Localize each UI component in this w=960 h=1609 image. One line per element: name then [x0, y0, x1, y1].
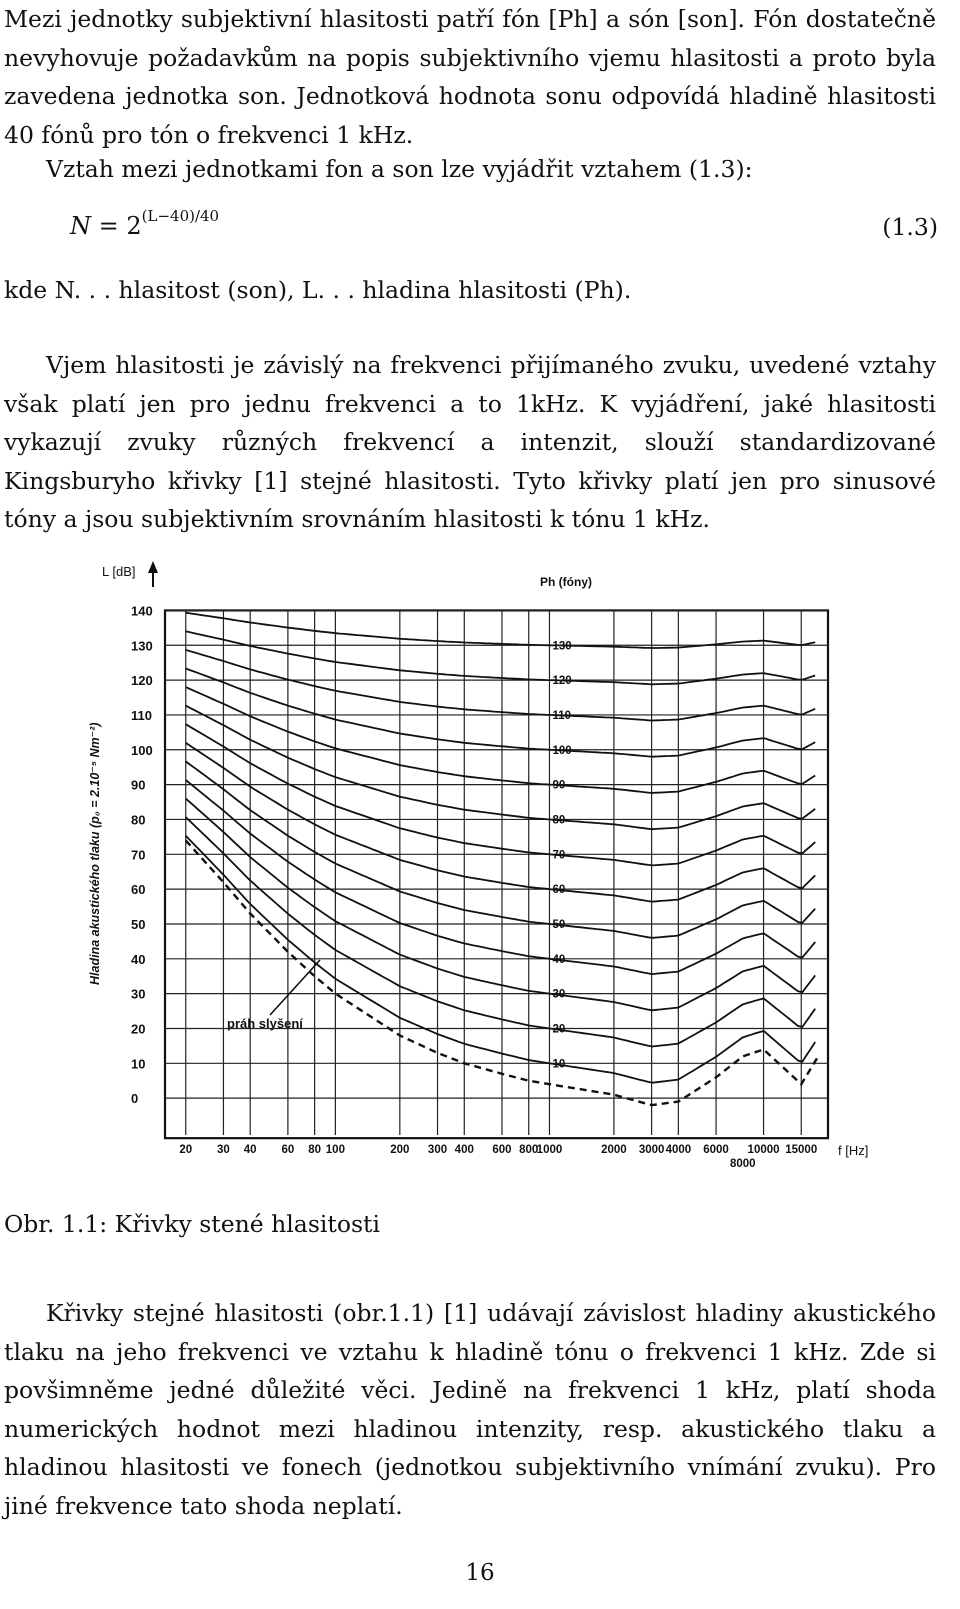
equation-number: (1.3) — [882, 213, 938, 241]
equal-loudness-chart: 0 10 20 30 40 50 60 70 80 90 100 110 120 130 140 20 30 4… — [88, 561, 868, 1170]
loudness-curve — [185, 797, 816, 1012]
y-tick-label: 110 — [131, 708, 152, 723]
equation-base: = 2 — [91, 212, 142, 240]
x-tick-label: 4000 — [666, 1144, 692, 1156]
paragraph-perception: Vjem hlasitosti je závislý na frekvenci … — [4, 351, 936, 533]
loudness-curve — [185, 742, 816, 903]
y-tick-label: 130 — [131, 638, 153, 653]
curve-label: 70 — [552, 849, 565, 861]
y-axis-title: Hladina akustického tlaku (p₀ = 2.10⁻⁵ N… — [88, 722, 102, 985]
figure-caption: Obr. 1.1: Křivky stené hlasitosti — [4, 1210, 380, 1238]
chart-grid — [163, 609, 830, 1140]
page-number: 16 — [465, 1560, 495, 1586]
x-tick-label: 60 — [281, 1144, 294, 1156]
loudness-curve — [185, 667, 816, 758]
loudness-curve — [185, 816, 816, 1048]
x-tick-label: 6000 — [703, 1144, 729, 1156]
curve-label: 30 — [552, 989, 565, 1001]
curve-label: 10 — [552, 1058, 565, 1070]
equation-exponent: (L−40)/40 — [141, 207, 220, 225]
y-tick-label: 50 — [131, 917, 145, 932]
loudness-curve — [185, 630, 816, 686]
x-tick-label: 10000 — [748, 1144, 780, 1156]
loudness-curve — [185, 835, 816, 1084]
x-tick-label: 400 — [455, 1144, 474, 1156]
curve-label: 110 — [552, 710, 571, 722]
paragraph-where: kde N. . . hlasitost (son), L. . . hladi… — [4, 276, 632, 304]
y-tick-label: 120 — [131, 673, 153, 688]
equation-lhs: N — [70, 212, 91, 240]
curve-label-title: Ph (fóny) — [540, 575, 592, 589]
loudness-curve — [185, 686, 816, 794]
x-tick-label: 200 — [390, 1144, 409, 1156]
curve-label: 120 — [552, 675, 571, 687]
y-tick-label: 90 — [131, 778, 145, 793]
curve-label: 100 — [552, 745, 571, 757]
plot-frame — [163, 609, 830, 1140]
threshold-label: práh slyšení — [227, 1016, 303, 1031]
curve-label: 50 — [552, 919, 565, 931]
hearing-threshold-curve — [184, 839, 820, 1107]
y-axis-arrowhead — [148, 561, 158, 573]
paragraph-relation: Vztah mezi jednotkami fon a son lze vyjá… — [46, 155, 753, 183]
y-axis-unit-label: L [dB] — [102, 564, 135, 579]
y-tick-label: 40 — [131, 952, 145, 967]
x-tick-label: 15000 — [785, 1144, 817, 1156]
loudness-curve — [185, 649, 816, 722]
x-tick-label: 3000 — [639, 1144, 665, 1156]
loudness-curve — [185, 611, 816, 649]
x-tick-label: 2000 — [601, 1144, 627, 1156]
curve-label: 40 — [552, 954, 565, 966]
equation-1-3: N = 2(L−40)/40 — [70, 207, 219, 240]
loudness-curve — [185, 760, 816, 939]
y-tick-label: 60 — [131, 882, 145, 897]
paragraph-intro: Mezi jednotky subjektivní hlasitosti pat… — [4, 5, 936, 149]
y-tick-label: 30 — [131, 987, 145, 1002]
x-tick-label: 20 — [179, 1144, 192, 1156]
y-tick-label: 100 — [131, 743, 153, 758]
x-tick-label: 1000 — [537, 1144, 563, 1156]
threshold-leader-line — [269, 959, 321, 1016]
x-tick-label: 800 — [519, 1144, 538, 1156]
y-tick-label: 20 — [131, 1021, 145, 1036]
y-tick-label: 0 — [131, 1091, 138, 1106]
x-tick-label: 40 — [244, 1144, 257, 1156]
loudness-curve — [185, 723, 816, 867]
curve-labels: 10 20 30 40 50 60 70 80 90 100 110 120 130 — [552, 640, 571, 1070]
paragraph-curves: Křivky stejné hlasitosti (obr.1.1) [1] u… — [4, 1299, 936, 1520]
curve-label: 90 — [552, 780, 565, 792]
curve-label: 60 — [552, 884, 565, 896]
x-tick-label: 100 — [326, 1144, 345, 1156]
x-tick-label: 300 — [428, 1144, 447, 1156]
x-tick-label: 600 — [492, 1144, 511, 1156]
curve-label: 130 — [552, 640, 571, 652]
x-tick-label: 30 — [217, 1144, 230, 1156]
y-tick-labels: 0 10 20 30 40 50 60 70 80 90 100 110 120 130 140 — [131, 603, 153, 1106]
curve-label: 20 — [552, 1023, 565, 1035]
x-tick-label: 80 — [308, 1144, 321, 1156]
y-tick-label: 140 — [131, 603, 153, 618]
y-tick-label: 80 — [131, 812, 145, 827]
x-tick-label: 8000 — [730, 1158, 756, 1170]
y-tick-label: 10 — [131, 1056, 145, 1071]
y-tick-label: 70 — [131, 847, 145, 862]
loudness-curves — [185, 611, 816, 1084]
loudness-curve — [185, 779, 816, 976]
loudness-curve — [185, 704, 816, 831]
curve-label: 80 — [552, 814, 565, 826]
x-axis-unit-label: f [Hz] — [838, 1143, 868, 1158]
